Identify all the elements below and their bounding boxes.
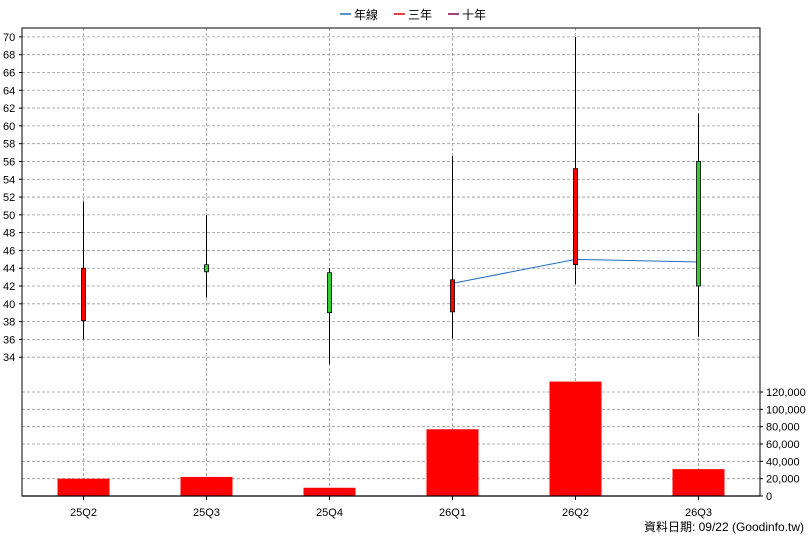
volume-gridlines — [22, 391, 760, 480]
price-tick-label: 34 — [3, 352, 15, 364]
candle-body — [81, 267, 86, 322]
price-tick-label: 68 — [3, 50, 15, 62]
price-tick-label: 66 — [3, 67, 15, 79]
price-tick-label: 42 — [3, 281, 15, 293]
candle-body — [450, 279, 455, 313]
volume-bar — [180, 476, 233, 496]
volume-bar — [57, 478, 110, 496]
x-tick-label: 26Q1 — [439, 507, 466, 519]
price-tick-label: 54 — [3, 174, 15, 186]
volume-tick-label: 60,000 — [766, 439, 800, 451]
x-tick-label: 25Q2 — [70, 507, 97, 519]
x-tick-label: 26Q2 — [562, 507, 589, 519]
legend-label: 十年 — [462, 8, 486, 22]
price-y-axis: 34 36 38 40 42 44 46 48 50 52 54 56 58 60 62 64 66 68 70 — [3, 32, 22, 364]
price-tick-label: 50 — [3, 210, 15, 222]
x-tick-label: 26Q3 — [685, 507, 712, 519]
volume-bar — [426, 429, 479, 496]
legend-label: 年線 — [354, 7, 378, 22]
candle-body — [696, 161, 701, 287]
volume-bar — [303, 487, 356, 496]
volume-tick-label: 120,000 — [766, 387, 806, 399]
price-tick-label: 52 — [3, 192, 15, 204]
price-tick-label: 38 — [3, 317, 15, 329]
category-gridlines — [83, 28, 699, 496]
volume-tick-label: 40,000 — [766, 456, 800, 468]
x-tick-label: 25Q3 — [193, 507, 220, 519]
volume-tick-label: 100,000 — [766, 404, 806, 416]
volume-y-axis: 0 20,000 40,000 60,000 80,000 100,000 120,000 — [760, 387, 806, 503]
candle-body — [573, 168, 578, 266]
price-tick-label: 62 — [3, 103, 15, 115]
price-tick-label: 40 — [3, 299, 15, 311]
x-axis: 25Q2 25Q3 25Q4 26Q1 26Q2 26Q3 — [70, 496, 712, 519]
price-gridlines — [22, 36, 760, 358]
price-tick-label: 44 — [3, 263, 15, 275]
price-tick-label: 58 — [3, 139, 15, 151]
price-tick-label: 60 — [3, 121, 15, 133]
candle-body — [327, 272, 332, 314]
candle-body — [204, 264, 209, 273]
legend-label: 三年 — [408, 8, 432, 22]
volume-bar — [672, 469, 725, 496]
volume-tick-label: 20,000 — [766, 474, 800, 486]
plot-frame — [21, 27, 761, 497]
price-tick-label: 46 — [3, 245, 15, 257]
x-tick-label: 25Q4 — [316, 507, 343, 519]
price-tick-label: 48 — [3, 228, 15, 240]
volume-tick-label: 80,000 — [766, 422, 800, 434]
data-date-footer: 資料日期: 09/22 (Goodinfo.tw) — [644, 520, 804, 534]
price-tick-label: 36 — [3, 334, 15, 346]
volume-bars — [57, 381, 725, 496]
candlesticks — [81, 36, 701, 365]
plot-border — [21, 27, 761, 497]
price-tick-label: 56 — [3, 156, 15, 168]
price-tick-label: 64 — [3, 85, 15, 97]
legend: 年線 三年 十年 — [340, 7, 486, 22]
volume-bar — [549, 381, 602, 496]
price-tick-label: 70 — [3, 32, 15, 44]
volume-tick-label: 0 — [766, 491, 772, 503]
